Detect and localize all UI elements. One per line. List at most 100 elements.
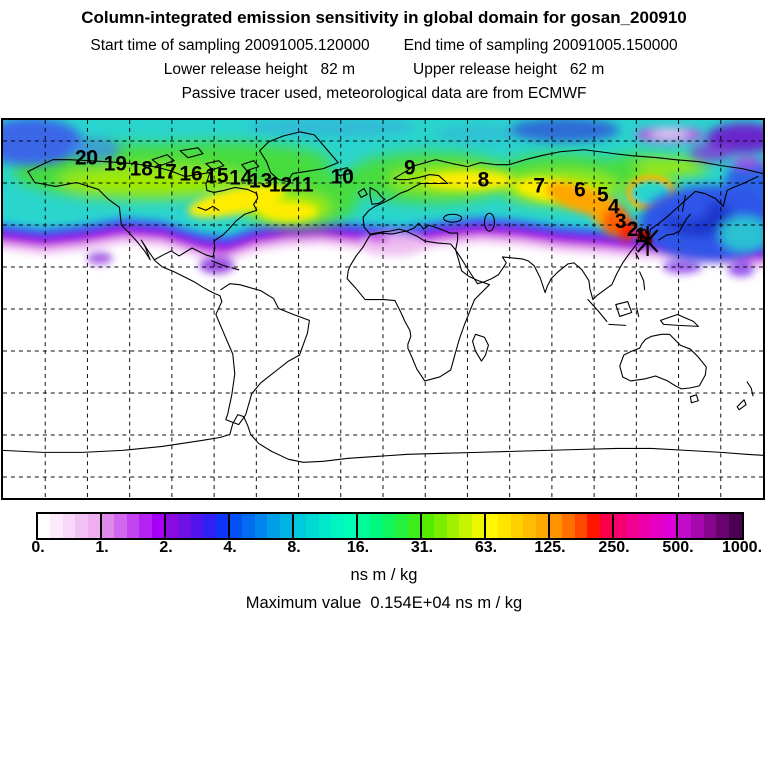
colorbar-segment bbox=[678, 514, 742, 538]
colorbar-cell bbox=[370, 514, 383, 538]
trajectory-hour-label: 6 bbox=[574, 178, 586, 201]
colorbar-cell bbox=[382, 514, 396, 538]
trajectory-hour-label: 14 bbox=[229, 167, 253, 190]
colorbar-cell bbox=[422, 514, 435, 538]
coast-eurasia-north bbox=[393, 149, 763, 180]
max-value-label: Maximum value 0.154E+04 ns m / kg bbox=[245, 594, 523, 612]
colorbar-tick-label: 1. bbox=[95, 539, 109, 556]
colorbar-cell bbox=[50, 514, 63, 538]
colorbar-segment bbox=[486, 514, 550, 538]
colorbar-cell bbox=[343, 514, 357, 538]
tracer-info-line: Passive tracer used, meteorological data… bbox=[181, 85, 587, 102]
colorbar-cell bbox=[523, 514, 536, 538]
colorbar-tick-label: 125. bbox=[534, 539, 566, 556]
page-title: Column-integrated emission sensitivity i… bbox=[81, 8, 687, 27]
source-marker bbox=[636, 226, 659, 256]
colorbar-cell bbox=[166, 514, 179, 538]
start-time-label: Start time of sampling 20091005.120000 bbox=[90, 37, 370, 54]
release-heights-line: Lower release height 82 m Upper release … bbox=[0, 61, 768, 79]
colorbar-segment bbox=[230, 514, 294, 538]
colorbar-cell bbox=[587, 514, 600, 538]
colorbar-cell bbox=[215, 514, 229, 538]
colorbar-tick-label: 2. bbox=[159, 539, 173, 556]
colorbar-cell bbox=[75, 514, 88, 538]
colorbar-cell bbox=[498, 514, 511, 538]
trajectory-hour-label: 13 bbox=[249, 169, 272, 192]
colorbar-segment bbox=[166, 514, 230, 538]
colorbar-tick-labels: 0. 1. 2. 4. 8. 16. 31. 63. 125. 250. 500. 1000. bbox=[0, 539, 768, 559]
colorbar-tick-label: 1000. bbox=[721, 539, 763, 556]
sampling-times-line: Start time of sampling 20091005.120000 E… bbox=[0, 37, 768, 55]
trajectory-hour-label: 15 bbox=[205, 165, 229, 188]
colorbar-cell bbox=[407, 514, 421, 538]
colorbar-cell bbox=[203, 514, 216, 538]
end-time-label: End time of sampling 20091005.150000 bbox=[403, 37, 678, 54]
colorbar-cell bbox=[651, 514, 664, 538]
lower-release-label: Lower release height 82 m bbox=[163, 61, 355, 78]
trajectory-hour-label: 3 bbox=[615, 210, 627, 233]
trajectory-hour-label: 9 bbox=[404, 157, 416, 180]
trajectory-hour-label: 4 bbox=[608, 195, 620, 218]
colorbar-cell bbox=[434, 514, 447, 538]
colorbar-cell bbox=[151, 514, 165, 538]
colorbar-tick-label: 31. bbox=[410, 539, 434, 556]
coast-americas bbox=[27, 171, 310, 426]
colorbar-cell bbox=[306, 514, 319, 538]
colorbar bbox=[36, 512, 744, 540]
world-map-panel: 20 19 18 17 16 15 14 13 12 11 10 9 8 7 6 5 4 3 2 1 bbox=[1, 118, 765, 500]
colorbar-tick-label: 63. bbox=[474, 539, 498, 556]
colorbar-cell bbox=[279, 514, 293, 538]
trajectory-hour-label: 11 bbox=[291, 173, 313, 196]
colorbar-cell bbox=[574, 514, 588, 538]
coast-antarctica bbox=[3, 414, 763, 463]
trajectory-hour-label: 12 bbox=[269, 173, 292, 196]
colorbar-cell bbox=[550, 514, 563, 538]
colorbar-tick-label: 500. bbox=[662, 539, 694, 556]
colorbar-segment bbox=[422, 514, 486, 538]
colorbar-cell bbox=[459, 514, 472, 538]
colorbar-cell bbox=[358, 514, 371, 538]
colorbar-cell bbox=[446, 514, 460, 538]
coast-greenland-arctic-islands bbox=[151, 131, 386, 205]
colorbar-cell bbox=[535, 514, 549, 538]
colorbar-segment bbox=[102, 514, 166, 538]
colorbar-cell bbox=[395, 514, 408, 538]
colorbar-cell bbox=[663, 514, 677, 538]
trajectory-hour-label: 8 bbox=[478, 168, 490, 191]
upper-release-label: Upper release height 62 m bbox=[413, 61, 605, 78]
colorbar-cell bbox=[331, 514, 344, 538]
trajectory-hour-label: 1 bbox=[635, 224, 647, 247]
colorbar-cell bbox=[190, 514, 204, 538]
coast-africa-madagascar bbox=[346, 230, 490, 382]
colorbar-cell bbox=[114, 514, 127, 538]
trajectory-hour-label: 19 bbox=[104, 153, 127, 176]
trajectory-hour-label: 20 bbox=[75, 147, 98, 170]
colorbar-cell bbox=[678, 514, 691, 538]
coast-australia-nz bbox=[619, 333, 754, 411]
colorbar-cell bbox=[230, 514, 243, 538]
colorbar-tick-label: 250. bbox=[598, 539, 630, 556]
colorbar-segment bbox=[550, 514, 614, 538]
colorbar-tick-label: 8. bbox=[287, 539, 301, 556]
colorbar-cell bbox=[102, 514, 115, 538]
coast-east-asia-islands bbox=[587, 194, 699, 327]
colorbar-cell bbox=[690, 514, 704, 538]
colorbar-cell bbox=[716, 514, 730, 538]
colorbar-cell bbox=[703, 514, 717, 538]
colorbar-cell bbox=[614, 514, 627, 538]
trajectory-hour-label: 2 bbox=[627, 218, 639, 241]
colorbar-cell bbox=[87, 514, 101, 538]
colorbar-cell bbox=[254, 514, 268, 538]
colorbar-cell bbox=[294, 514, 307, 538]
trajectory-hour-label: 17 bbox=[154, 161, 177, 184]
trajectory-hour-label: 18 bbox=[130, 158, 153, 181]
colorbar-segment bbox=[294, 514, 358, 538]
colorbar-cell bbox=[267, 514, 280, 538]
colorbar-cell bbox=[38, 514, 51, 538]
colorbar-cell bbox=[126, 514, 140, 538]
trajectory-hour-label: 7 bbox=[533, 174, 545, 197]
colorbar-cell bbox=[599, 514, 613, 538]
colorbar-cell bbox=[242, 514, 255, 538]
